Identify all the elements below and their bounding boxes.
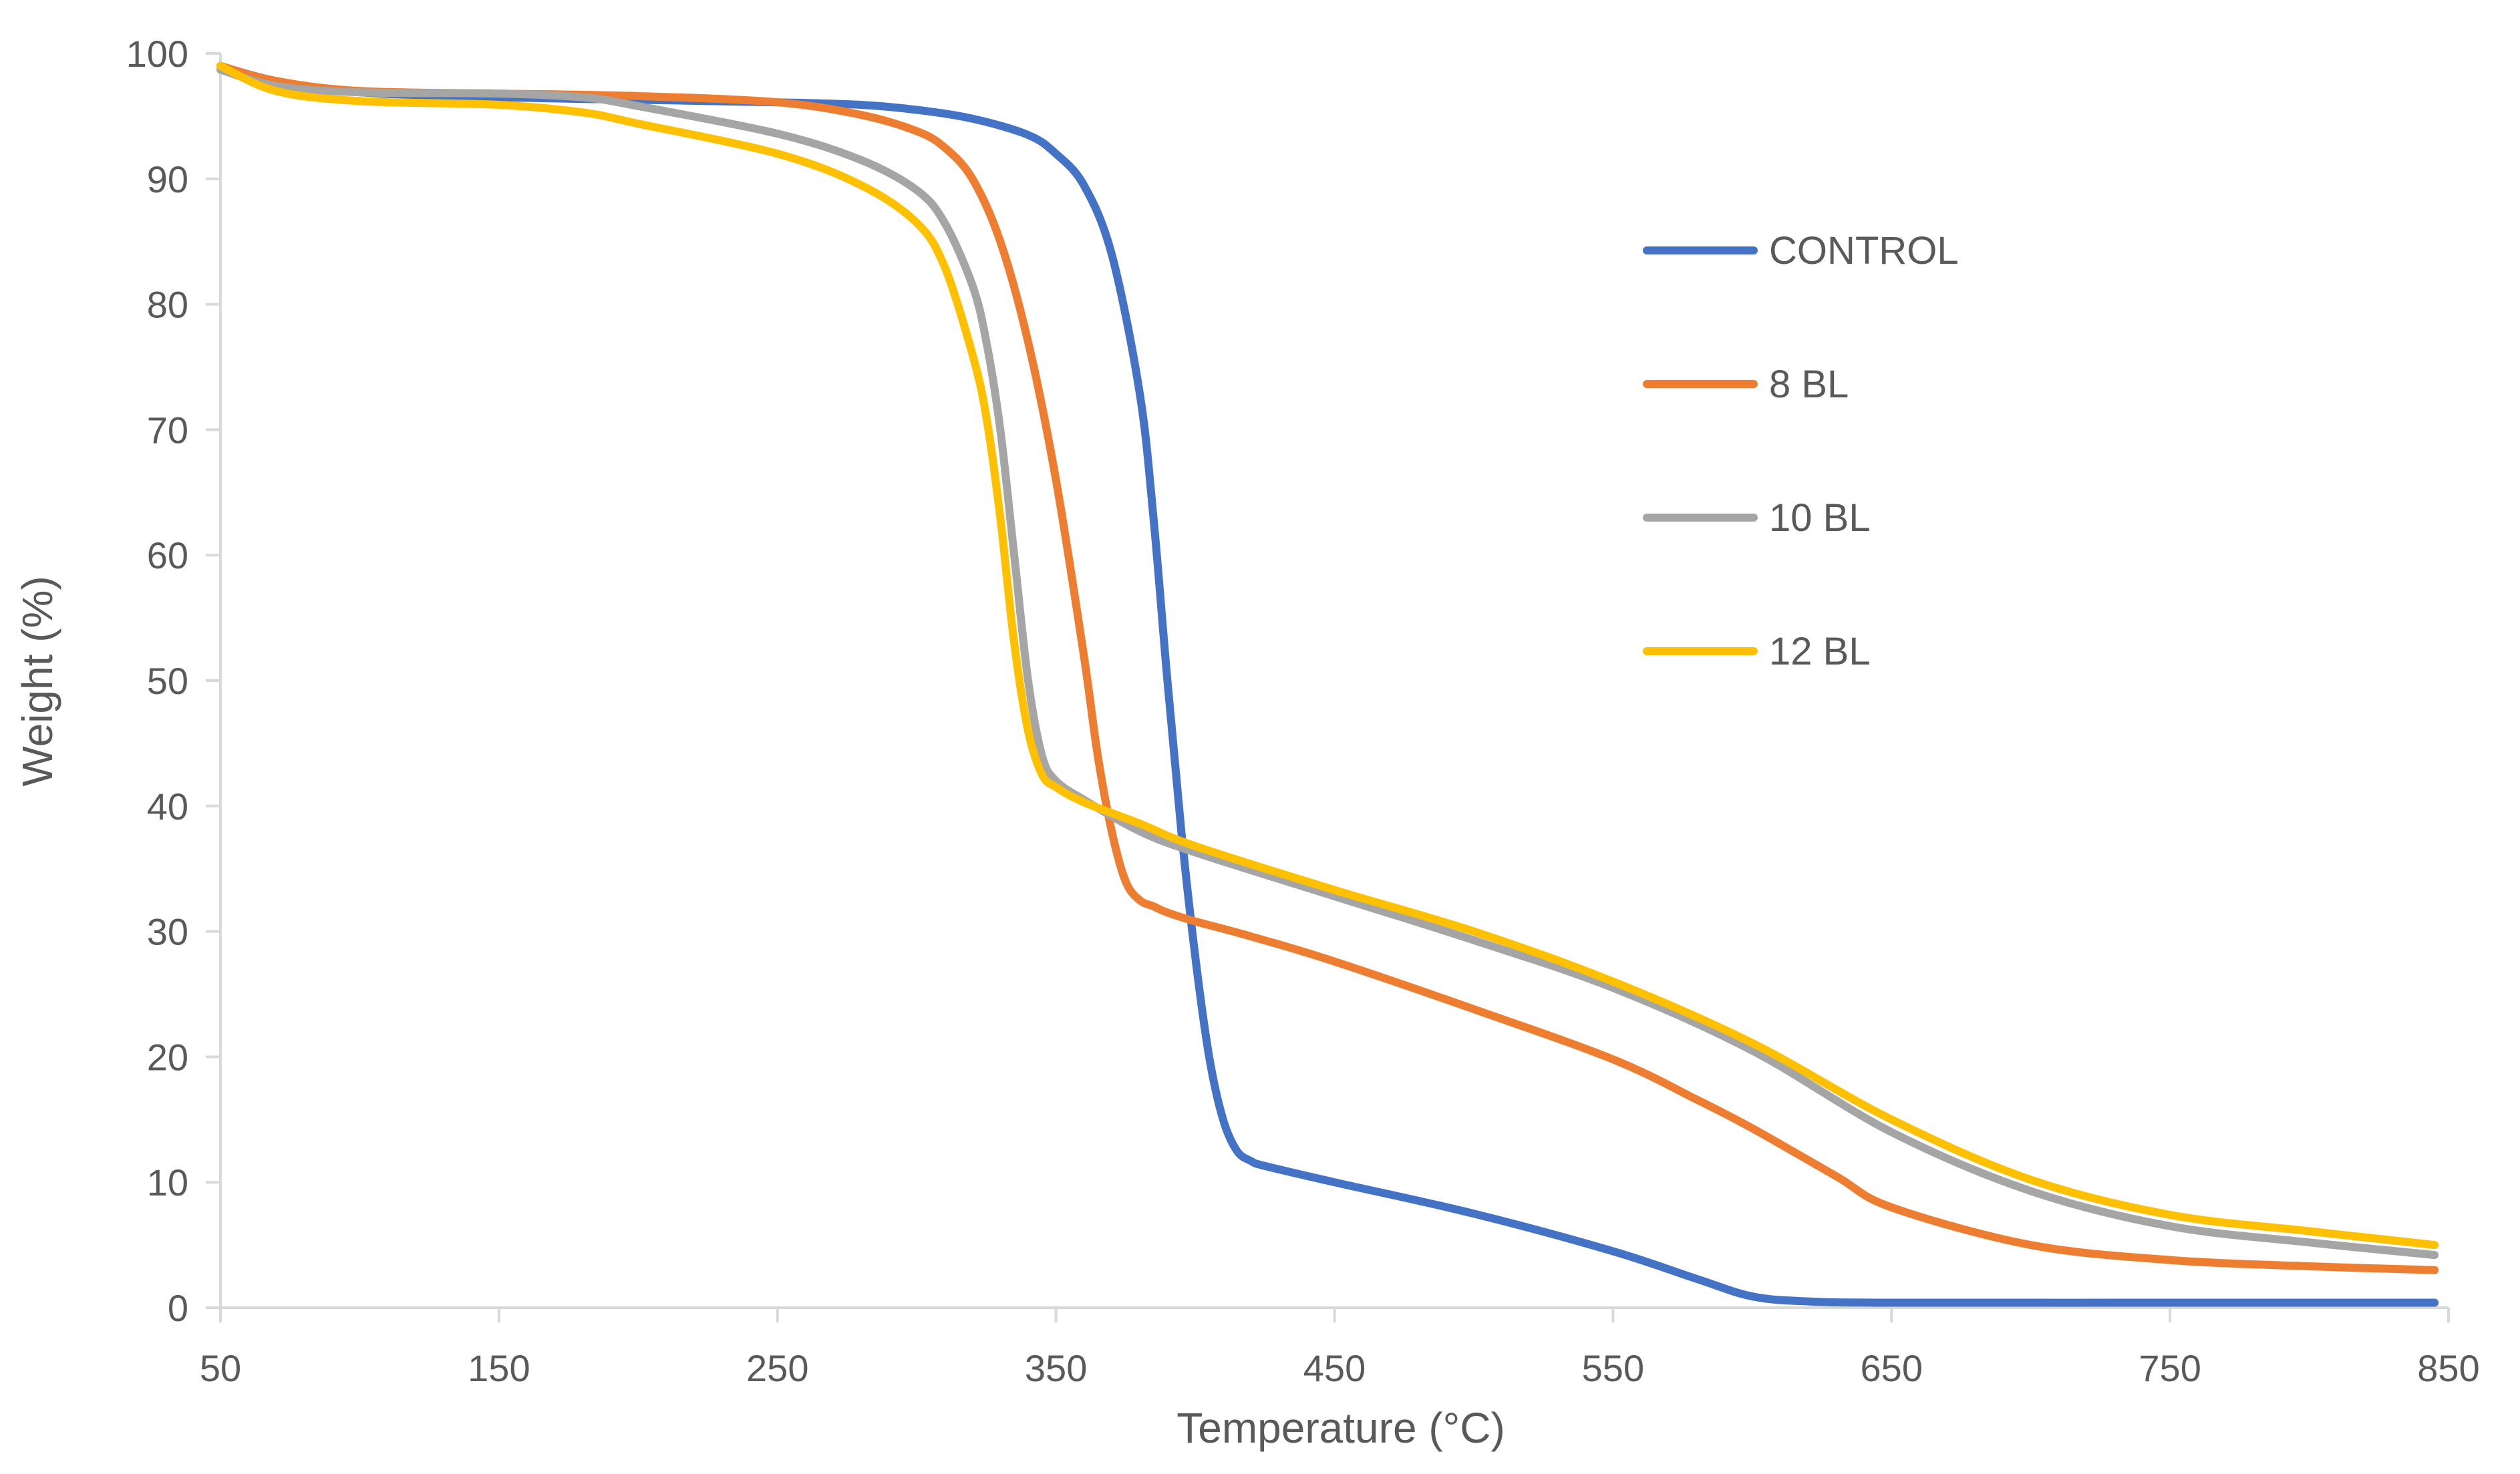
legend: CONTROL 8 BL 10 BL 12 BL [1643, 229, 1959, 673]
legend-label-8-bl: 8 BL [1769, 363, 1849, 406]
y-tick-label: 10 [147, 1161, 188, 1204]
plot-series [216, 61, 2439, 1307]
x-tick-label: 650 [1861, 1347, 1923, 1389]
x-tick-label: 250 [746, 1347, 808, 1389]
y-tick-label: 60 [147, 534, 188, 576]
series-line-8-bl [216, 61, 2439, 1274]
series-line-12-bl [216, 61, 2439, 1250]
legend-label-10-bl: 10 BL [1769, 496, 1871, 540]
x-axis-title: Temperature (°C) [1176, 1404, 1505, 1452]
y-tick-label: 70 [147, 409, 188, 451]
series-line-10-bl [216, 65, 2439, 1260]
y-axis-title: Weight (%) [13, 576, 61, 786]
x-tick-label: 150 [468, 1347, 530, 1389]
x-tick-label: 550 [1582, 1347, 1644, 1389]
legend-label-12-bl: 12 BL [1769, 630, 1871, 673]
legend-label-control: CONTROL [1769, 229, 1959, 272]
y-tick-label: 20 [147, 1036, 188, 1078]
y-tick-label: 50 [147, 660, 188, 702]
x-tick-label: 750 [2139, 1347, 2201, 1389]
x-tick-label: 50 [200, 1347, 241, 1389]
y-tick-label: 30 [147, 911, 188, 953]
y-tick-label: 90 [147, 158, 188, 200]
x-tick-label: 350 [1025, 1347, 1087, 1389]
series-line-control [216, 61, 2439, 1307]
y-tick-label: 100 [126, 33, 188, 75]
axes: 0 10 20 30 40 50 60 70 80 90 100 50 150 250 350 450 550 6… [126, 33, 2480, 1389]
x-tick-label: 850 [2417, 1347, 2479, 1389]
y-tick-label: 40 [147, 785, 188, 827]
y-tick-label: 80 [147, 284, 188, 326]
x-tick-label: 450 [1303, 1347, 1366, 1389]
y-tick-label: 0 [168, 1287, 188, 1329]
